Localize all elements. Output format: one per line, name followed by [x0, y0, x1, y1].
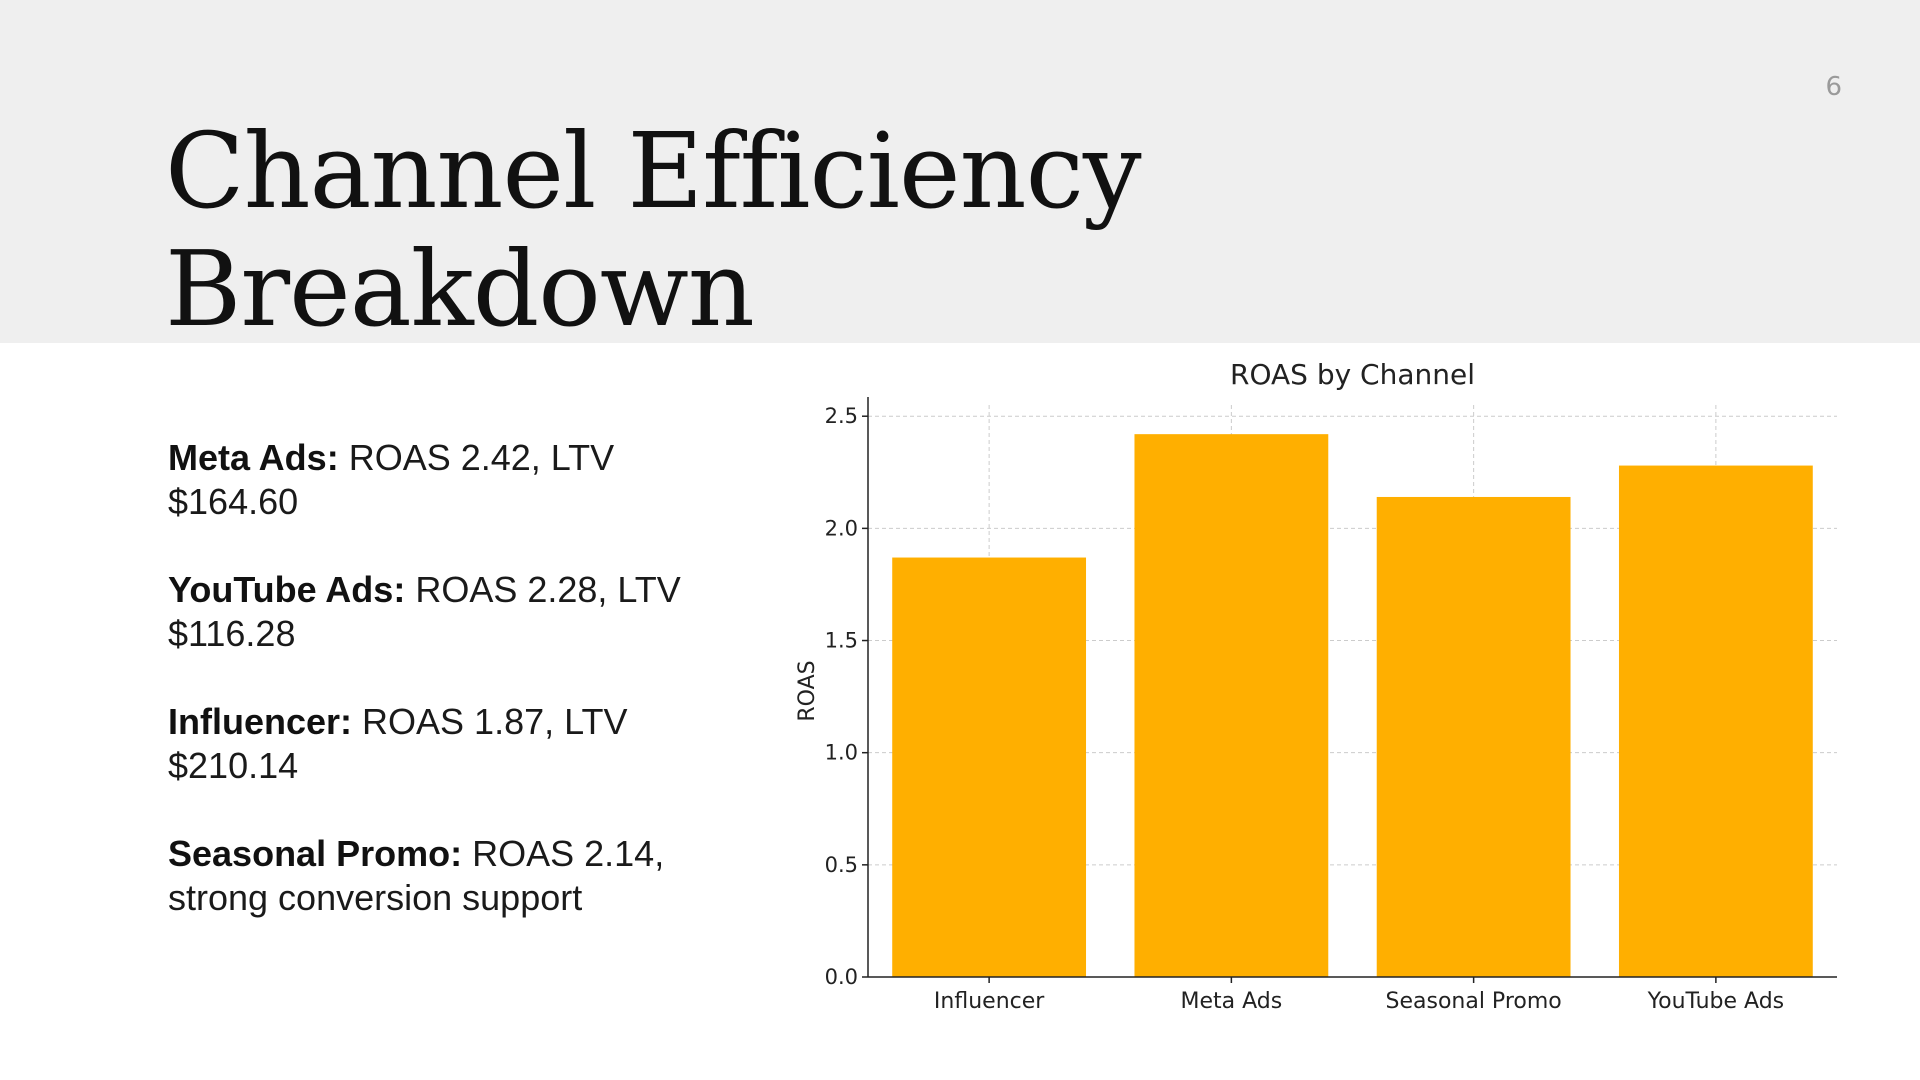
bullet-label: Influencer:: [168, 701, 353, 742]
page-title: Channel Efficiency Breakdown: [165, 110, 1142, 350]
bullet-label: Meta Ads:: [168, 437, 339, 478]
bullet-meta-ads: Meta Ads: ROAS 2.42, LTV $164.60: [168, 436, 728, 524]
bullet-label: Seasonal Promo:: [168, 833, 463, 874]
y-tick-label: 2.0: [825, 516, 858, 540]
roas-bar-chart: ROAS by Channel 0.0 0.5 1.0 1.5 2.0 2.5 Influen…: [795, 358, 1837, 1014]
x-tick-label: Influencer: [934, 989, 1045, 1014]
bullet-seasonal-promo: Seasonal Promo: ROAS 2.14, strong conver…: [168, 832, 728, 920]
bullet-text: ROAS 2.14, strong conversion support: [168, 833, 665, 918]
bullet-list: Meta Ads: ROAS 2.42, LTV $164.60 YouTube…: [168, 436, 728, 964]
bar-meta-ads: [1134, 434, 1329, 977]
y-tick-label: 2.5: [825, 404, 858, 428]
y-tick-label: 0.5: [825, 853, 858, 877]
bar-seasonal-promo: [1376, 496, 1571, 977]
x-tick-label: Meta Ads: [1181, 989, 1283, 1014]
title-band: [0, 0, 1920, 343]
bullet-text: ROAS 2.42, LTV $164.60: [168, 437, 615, 522]
x-tick-label: Seasonal Promo: [1386, 989, 1562, 1014]
y-tick-label: 1.0: [825, 741, 858, 765]
y-axis-label: ROAS: [795, 660, 820, 721]
bar-influencer: [892, 557, 1087, 977]
y-tick-label: 0.0: [825, 965, 858, 989]
y-tick-label: 1.5: [825, 629, 858, 653]
bullet-influencer: Influencer: ROAS 1.87, LTV $210.14: [168, 700, 728, 788]
x-tick-label: YouTube Ads: [1647, 989, 1785, 1014]
bullet-text: ROAS 1.87, LTV $210.14: [168, 701, 628, 786]
chart-title: ROAS by Channel: [1230, 358, 1475, 391]
bullet-text: ROAS 2.28, LTV $116.28: [168, 569, 681, 654]
slide-number: 6: [1825, 72, 1842, 102]
bullet-label: YouTube Ads:: [168, 569, 406, 610]
bullet-youtube-ads: YouTube Ads: ROAS 2.28, LTV $116.28: [168, 568, 728, 656]
bar-youtube-ads: [1618, 465, 1813, 977]
